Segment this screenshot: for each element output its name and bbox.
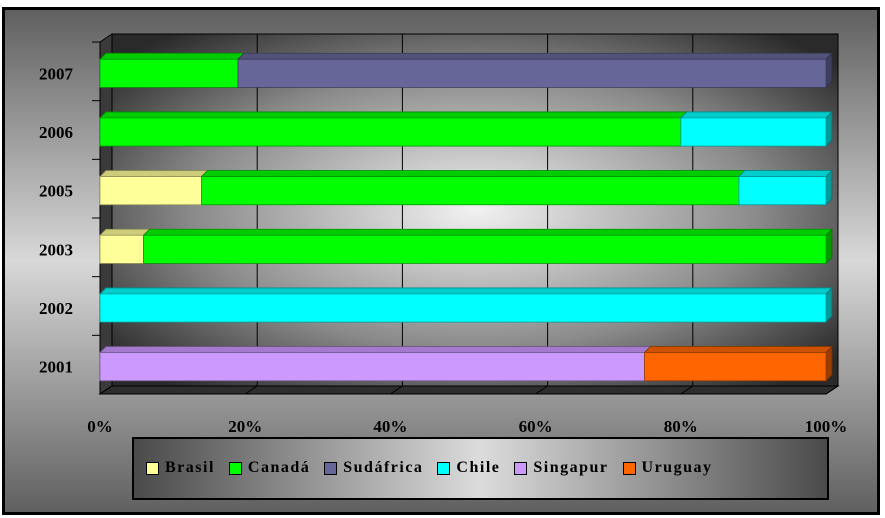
- x-tick-label: 0%: [87, 417, 113, 436]
- legend-swatch: [437, 461, 451, 475]
- bar-segment: [643, 345, 833, 382]
- legend-label: Singapur: [533, 459, 609, 476]
- x-tick-label: 80%: [664, 417, 698, 436]
- bar-segment: [737, 169, 833, 206]
- legend-item: Chile: [437, 459, 500, 477]
- legend-item: Brasil: [146, 459, 215, 477]
- plot-floor: [98, 385, 840, 395]
- gridline-floor: [390, 385, 403, 395]
- y-category-label: 2007: [39, 64, 74, 83]
- chart-legend: Brasil Canadá Sudáfrica Chile Singapur Urugua…: [132, 437, 829, 500]
- legend-item: Singapur: [514, 459, 608, 477]
- y-category-label: 2002: [39, 299, 73, 318]
- bar-segment: [99, 345, 652, 382]
- x-tick-label: 20%: [228, 417, 262, 436]
- bar-segment: [200, 169, 746, 206]
- legend-item: Sudáfrica: [324, 459, 423, 477]
- y-category-label: 2005: [39, 182, 73, 201]
- bar-segment: [99, 228, 151, 265]
- legend-label: Canadá: [247, 459, 311, 476]
- gridline-floor: [535, 385, 548, 395]
- legend-swatch: [622, 461, 636, 475]
- legend-label: Chile: [456, 459, 501, 476]
- legend-swatch: [514, 461, 528, 475]
- y-category-label: 2001: [39, 358, 73, 377]
- legend-label: Uruguay: [641, 459, 713, 476]
- plot-side-wall: [99, 33, 113, 395]
- x-tick-label: 60%: [519, 417, 553, 436]
- y-category-label: 2003: [39, 240, 73, 259]
- gridline-floor: [680, 385, 694, 395]
- legend-swatch: [324, 461, 338, 475]
- gridline-floor: [99, 385, 113, 395]
- gridline-floor: [244, 385, 258, 395]
- bar-segment: [99, 52, 245, 89]
- gridline-floor: [825, 385, 839, 395]
- bar-segment: [236, 52, 833, 89]
- x-tick-label: 40%: [373, 417, 407, 436]
- legend-item: Canadá: [228, 459, 311, 477]
- legend-label: Brasil: [165, 459, 215, 476]
- bar-segment: [99, 286, 833, 324]
- bar-segment: [99, 169, 209, 206]
- bar-segment: [679, 110, 833, 148]
- legend-label: Sudáfrica: [343, 459, 424, 476]
- bar-segment: [99, 110, 688, 148]
- y-category-label: 2006: [39, 123, 73, 142]
- bar-segment: [142, 228, 833, 265]
- x-tick-label: 100%: [805, 417, 848, 436]
- legend-swatch: [228, 461, 242, 475]
- legend-swatch: [146, 461, 159, 475]
- legend-item: Uruguay: [622, 459, 713, 477]
